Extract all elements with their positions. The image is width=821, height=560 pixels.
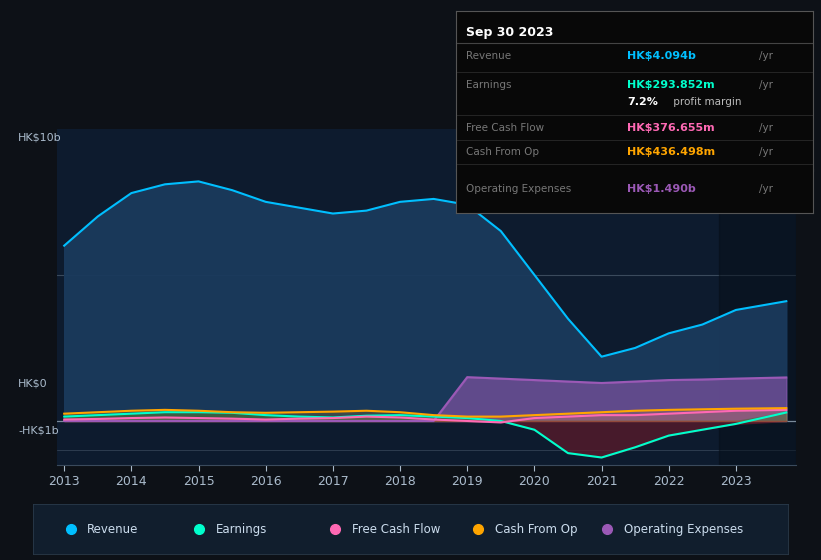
Text: HK$0: HK$0: [18, 379, 48, 389]
Text: HK$4.094b: HK$4.094b: [627, 51, 696, 61]
Text: Free Cash Flow: Free Cash Flow: [351, 522, 440, 536]
Text: 7.2%: 7.2%: [627, 97, 658, 107]
Text: /yr: /yr: [759, 80, 773, 90]
Text: Operating Expenses: Operating Expenses: [466, 184, 571, 194]
Text: HK$293.852m: HK$293.852m: [627, 80, 715, 90]
Bar: [719, 129, 796, 465]
Text: -HK$1b: -HK$1b: [18, 425, 58, 435]
Text: /yr: /yr: [759, 51, 773, 61]
Text: HK$1.490b: HK$1.490b: [627, 184, 696, 194]
Text: HK$436.498m: HK$436.498m: [627, 147, 715, 157]
Text: Revenue: Revenue: [466, 51, 511, 61]
Text: Revenue: Revenue: [87, 522, 139, 536]
Text: Earnings: Earnings: [216, 522, 267, 536]
Text: Sep 30 2023: Sep 30 2023: [466, 26, 553, 39]
Text: Operating Expenses: Operating Expenses: [623, 522, 743, 536]
Text: HK$10b: HK$10b: [18, 132, 62, 142]
Text: Cash From Op: Cash From Op: [466, 147, 539, 157]
Text: Free Cash Flow: Free Cash Flow: [466, 123, 544, 133]
Text: /yr: /yr: [759, 123, 773, 133]
Text: HK$376.655m: HK$376.655m: [627, 123, 715, 133]
Text: /yr: /yr: [759, 184, 773, 194]
Text: Earnings: Earnings: [466, 80, 511, 90]
Text: Cash From Op: Cash From Op: [495, 522, 578, 536]
Text: profit margin: profit margin: [670, 97, 741, 107]
Text: /yr: /yr: [759, 147, 773, 157]
